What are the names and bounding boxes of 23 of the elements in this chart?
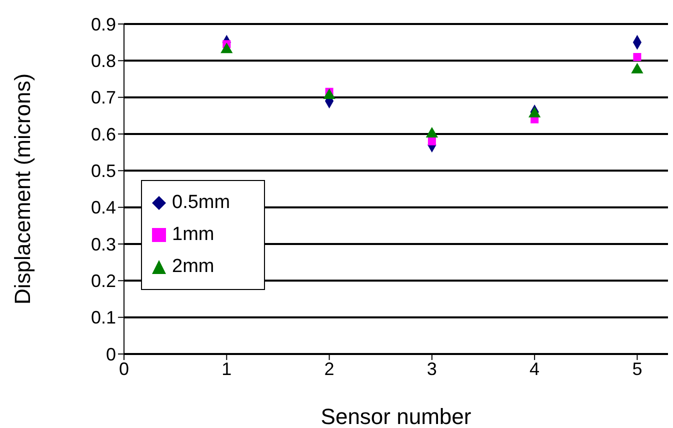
- x-axis-title: Sensor number: [320, 404, 472, 428]
- y-tick-label: 0.9: [90, 14, 116, 34]
- y-tick-label: 0.4: [90, 198, 116, 218]
- y-tick-label: 0.2: [90, 271, 116, 292]
- y-tick-label: 0.8: [90, 51, 116, 72]
- x-tick-label: 2: [324, 358, 334, 379]
- x-tick-label: 4: [530, 358, 540, 379]
- point: [633, 53, 642, 61]
- y-tick-label: 0.1: [90, 308, 116, 328]
- x-tick-label: 5: [632, 358, 642, 379]
- point: [428, 137, 436, 146]
- y-tick-label: 0: [106, 344, 116, 364]
- y-axis-title: Displacement (microns): [10, 73, 35, 305]
- y-tick-label: 0.3: [90, 234, 116, 254]
- y-tick-label: 0.5: [90, 161, 116, 182]
- x-tick-label: 3: [426, 358, 437, 379]
- legend-label: 1mm: [172, 224, 214, 246]
- legend-label: 2mm: [172, 256, 214, 278]
- y-tick-label: 0.6: [90, 124, 116, 144]
- x-tick-label: 1: [222, 358, 232, 379]
- x-tick-label: 0: [118, 358, 130, 379]
- legend-label: 0.5mm: [172, 192, 230, 214]
- y-tick-label: 0.7: [90, 88, 116, 108]
